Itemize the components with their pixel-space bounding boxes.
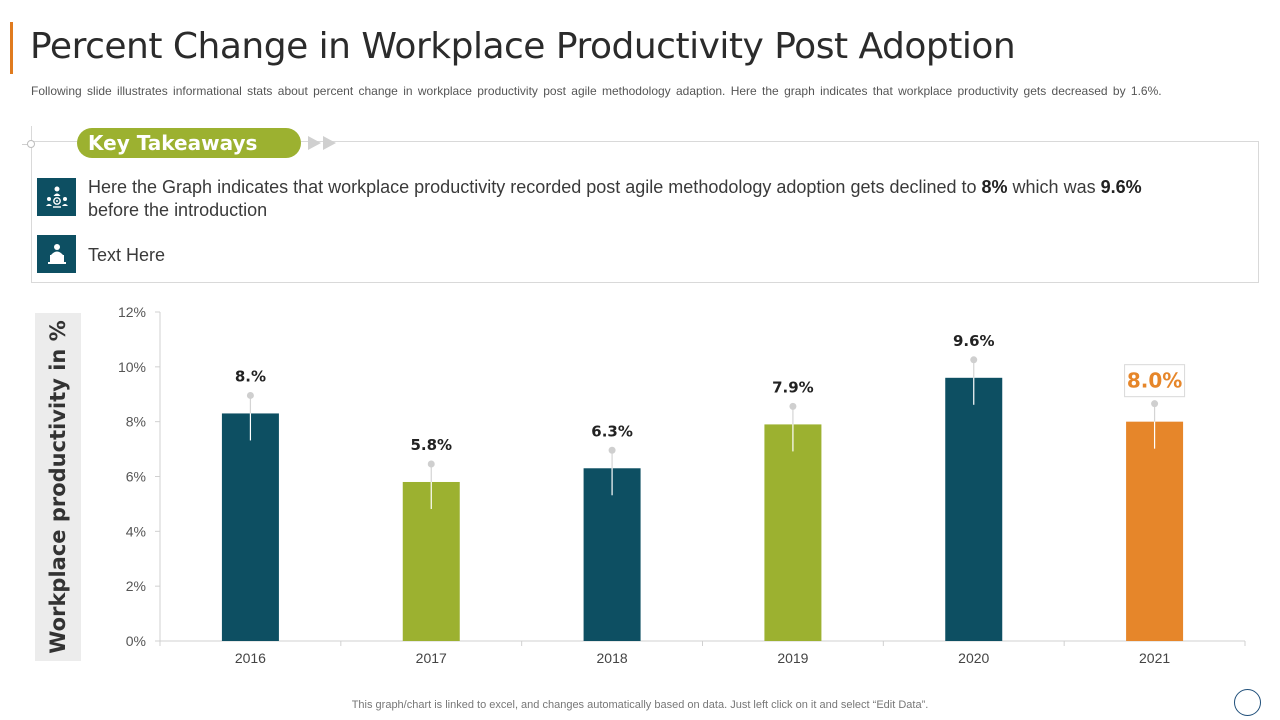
bar-2019 — [764, 424, 822, 641]
data-label-2016: 8.% — [235, 367, 266, 385]
bar-whisker-dot — [608, 446, 616, 454]
bar-whisker-dot — [789, 402, 797, 410]
footer-note: This graph/chart is linked to excel, and… — [351, 699, 929, 711]
takeaway-item-2: Text Here — [88, 245, 166, 265]
bar-whisker-dot — [427, 460, 435, 468]
key-takeaways-label: Key Takeaways — [77, 128, 301, 158]
x-tick-label: 2019 — [777, 650, 808, 666]
productivity-bar-chart: 0% 2% 4% 6% 8% 10% 12% 8.% 2016 5.8% 2017 6.3% 2018 7… — [118, 304, 1246, 666]
y-axis-label-box: Workplace productivity in % — [35, 313, 81, 661]
page-title: Percent Change in Workplace Productivity… — [30, 26, 1016, 67]
takeaway-item-1: Here the Graph indicates that workplace … — [88, 177, 1142, 220]
bar-whisker-dot — [1151, 400, 1159, 408]
y-tick-label: 2% — [126, 578, 146, 594]
data-label-2020: 9.6% — [953, 332, 995, 350]
bar-2020 — [945, 377, 1003, 641]
x-tick-label: 2018 — [597, 650, 628, 666]
highlight-label-box — [1124, 364, 1186, 398]
data-label-2018: 6.3% — [591, 422, 633, 440]
bar-2021 — [1126, 421, 1184, 641]
corner-circle-icon — [1234, 689, 1261, 716]
y-tick-label: 12% — [118, 304, 146, 320]
bar-2016 — [221, 413, 279, 641]
takeaways-connector-line — [31, 126, 32, 142]
y-axis-label: Workplace productivity in % — [46, 320, 70, 654]
y-tick-label: 8% — [126, 414, 146, 430]
data-label-2021: 8.0% — [1127, 369, 1182, 393]
double-arrow-icon — [308, 136, 336, 150]
presenter-icon — [37, 235, 76, 273]
team-meeting-icon — [37, 178, 76, 216]
x-tick-label: 2021 — [1139, 650, 1170, 666]
x-tick-label: 2020 — [958, 650, 989, 666]
key-takeaways-panel — [31, 141, 1259, 283]
y-tick-label: 0% — [126, 633, 146, 649]
bar-2018 — [583, 468, 641, 641]
y-tick-label: 6% — [126, 469, 146, 485]
page-subtitle: Following slide illustrates informationa… — [31, 84, 1162, 98]
title-accent-bar — [10, 22, 13, 74]
y-tick-label: 4% — [126, 523, 146, 539]
bar-whisker-dot — [246, 391, 254, 399]
x-tick-label: 2017 — [416, 650, 447, 666]
data-label-2019: 7.9% — [772, 378, 814, 396]
x-tick-label: 2016 — [235, 650, 266, 666]
bar-whisker-dot — [970, 356, 978, 364]
takeaways-connector-dot — [27, 140, 35, 148]
y-tick-label: 10% — [118, 359, 146, 375]
data-label-2017: 5.8% — [410, 436, 452, 454]
